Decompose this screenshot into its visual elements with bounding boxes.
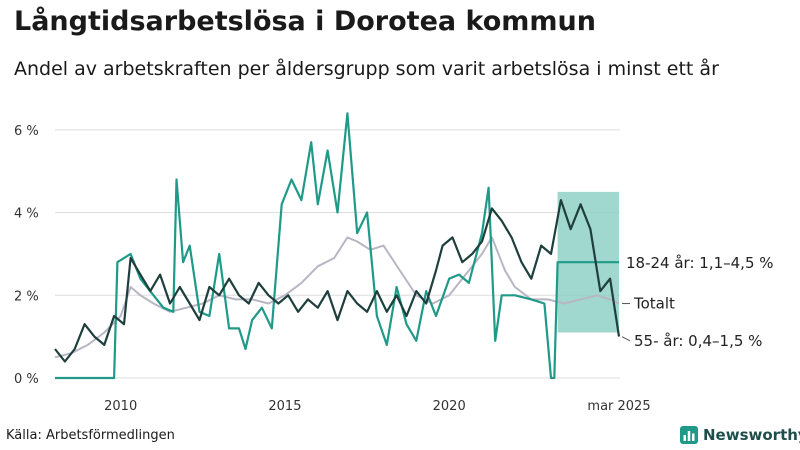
- x-tick-label: 2020: [433, 399, 466, 414]
- series-end-labels: 18-24 år: 1,1–4,5 % Totalt 55- år: 0,4–1,5…: [621, 254, 774, 350]
- y-tick-label: 2 %: [14, 289, 39, 304]
- series-line-total: [54, 236, 620, 359]
- series-label-senior: 55- år: 0,4–1,5 %: [634, 332, 762, 350]
- series-line-youth: [55, 112, 619, 380]
- series-label-total: Totalt: [633, 295, 675, 313]
- y-tick-label: 6 %: [14, 124, 39, 139]
- brand-logo: Newsworthy: [680, 426, 800, 444]
- label-leader-senior: [621, 336, 631, 342]
- chart-title: Långtidsarbetslösa i Dorotea kommun: [14, 6, 596, 37]
- axis-labels: 0 % 2 % 4 % 6 % 2010 2015 2020 mar 2025: [14, 124, 651, 414]
- x-tick-label: 2015: [268, 399, 301, 414]
- chart-subtitle: Andel av arbetskraften per åldersgrupp s…: [14, 58, 719, 80]
- bar-chart-icon: [680, 426, 698, 444]
- x-tick-label: 2010: [104, 399, 137, 414]
- series-lines: [54, 112, 621, 380]
- x-tick-label: mar 2025: [587, 399, 650, 414]
- source-note: Källa: Arbetsförmedlingen: [6, 428, 175, 443]
- y-tick-label: 4 %: [14, 207, 39, 222]
- brand-name: Newsworthy: [703, 426, 800, 444]
- series-line-senior: [54, 199, 621, 363]
- series-label-youth: 18-24 år: 1,1–4,5 %: [626, 254, 774, 272]
- y-tick-label: 0 %: [14, 372, 39, 387]
